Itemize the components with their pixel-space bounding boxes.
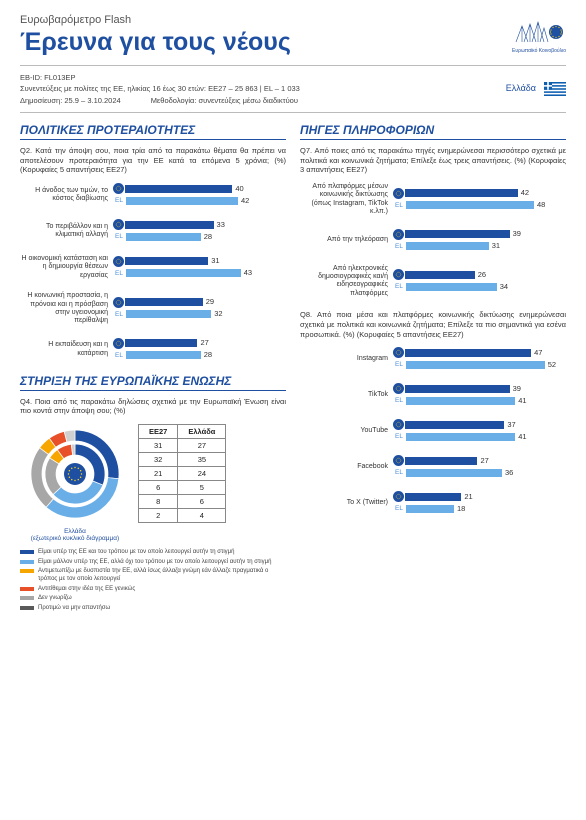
- el-tag: EL: [112, 311, 126, 318]
- q7-text: Q7. Από ποιες από τις παρακάτω πηγές ενη…: [300, 146, 566, 175]
- bar-item: Το X (Twitter) 21 EL 18: [300, 491, 566, 515]
- meta-id: EB-ID: FL013EP: [20, 72, 506, 83]
- table-row: 2124: [139, 467, 226, 481]
- flash-label: Ευρωβαρόμετρο Flash: [20, 14, 512, 26]
- el-tag: EL: [392, 202, 406, 209]
- el-tag: EL: [112, 233, 126, 240]
- legend-item: Αντιμετωπίζω με δυσπιστία την ΕΕ, αλλά ί…: [20, 567, 286, 584]
- bar-item: TikTok 39 EL 41: [300, 383, 566, 407]
- bar-item: Η άνοδος των τιμών, το κόστος διαβίωσης …: [20, 183, 286, 207]
- table-row: 65: [139, 481, 226, 495]
- logo-text: Ευρωπαϊκό Κοινοβούλιο: [512, 48, 566, 54]
- eu-icon: [393, 269, 404, 280]
- greece-flag-icon: [544, 82, 566, 96]
- q2-bar-chart: Η άνοδος των τιμών, το κόστος διαβίωσης …: [20, 183, 286, 362]
- bar-item: Instagram 47 EL 52: [300, 347, 566, 371]
- bar-item: Η εκπαίδευση και η κατάρτιση 27 EL 28: [20, 338, 286, 362]
- bar-label: Η εκπαίδευση και η κατάρτιση: [20, 341, 112, 358]
- ep-logo: Ευρωπαϊκό Κοινοβούλιο: [512, 14, 566, 54]
- legend-item: Προτιμώ να μην απαντήσω: [20, 604, 286, 612]
- eu-icon: [393, 347, 404, 358]
- bar-label: Από πλατφόρμες μέσων κοινωνικής δικτύωση…: [300, 183, 392, 217]
- table-row: 3127: [139, 439, 226, 453]
- bar-item: Η κοινωνική προστασία, η πρόνοια και η π…: [20, 292, 286, 326]
- eu-icon: [113, 297, 124, 308]
- eu-icon: [393, 491, 404, 502]
- el-tag: EL: [112, 197, 126, 204]
- legend-item: Δεν γνωρίζω: [20, 594, 286, 602]
- q2-text: Q2. Κατά την άποψη σου, ποια τρία από τα…: [20, 146, 286, 175]
- bar-item: Από την τηλεόραση 39 EL 31: [300, 229, 566, 253]
- eu-icon: [113, 256, 124, 267]
- eu-icon: [393, 419, 404, 430]
- bar-label: Από την τηλεόραση: [300, 236, 392, 244]
- q8-text: Q8. Από ποια μέσα και πλατφόρμες κοινωνι…: [300, 310, 566, 339]
- meta-block: EB-ID: FL013EP Συνεντεύξεις με πολίτες τ…: [20, 72, 566, 106]
- bar-item: YouTube 37 EL 41: [300, 419, 566, 443]
- section-title-priorities: ΠΟΛΙΤΙΚΕΣ ΠΡΟΤΕΡΑΙΟΤΗΤΕΣ: [20, 123, 286, 140]
- bar-item: Η οικονομική κατάσταση και η δημιουργία …: [20, 255, 286, 280]
- header: Ευρωβαρόμετρο Flash Έρευνα για τους νέου…: [20, 14, 566, 57]
- bar-label: Το περιβάλλον και η κλιματική αλλαγή: [20, 223, 112, 240]
- el-tag: EL: [392, 469, 406, 476]
- bar-label: Η οικονομική κατάσταση και η δημιουργία …: [20, 255, 112, 280]
- bar-label: Το X (Twitter): [300, 499, 392, 507]
- el-tag: EL: [392, 361, 406, 368]
- table-row: 86: [139, 495, 226, 509]
- bar-label: Η άνοδος των τιμών, το κόστος διαβίωσης: [20, 187, 112, 204]
- eu-icon: [393, 455, 404, 466]
- el-tag: EL: [392, 243, 406, 250]
- eu-icon: [113, 219, 124, 230]
- eu-icon: [393, 188, 404, 199]
- legend-item: Είμαι μάλλον υπέρ της ΕΕ, αλλά όχι του τ…: [20, 558, 286, 566]
- eu-icon: [393, 383, 404, 394]
- bar-label: YouTube: [300, 427, 392, 435]
- q7-bar-chart: Από πλατφόρμες μέσων κοινωνικής δικτύωση…: [300, 183, 566, 298]
- bar-item: Από ηλεκτρονικές δημοσιογραφικές και/ή ε…: [300, 265, 566, 299]
- bar-label: Από ηλεκτρονικές δημοσιογραφικές και/ή ε…: [300, 265, 392, 299]
- q4-text: Q4. Ποια από τις παρακάτω δηλώσεις σχετι…: [20, 397, 286, 417]
- legend-item: Αντιτίθεμαι στην ιδέα της ΕΕ γενικώς: [20, 585, 286, 593]
- bar-item: Το περιβάλλον και η κλιματική αλλαγή 33 …: [20, 219, 286, 243]
- el-tag: EL: [392, 505, 406, 512]
- section-title-sources: ΠΗΓΕΣ ΠΛΗΡΟΦΟΡΙΩΝ: [300, 123, 566, 140]
- bar-label: Instagram: [300, 355, 392, 363]
- bar-label: Η κοινωνική προστασία, η πρόνοια και η π…: [20, 292, 112, 326]
- bar-item: Facebook 27 EL 36: [300, 455, 566, 479]
- section-title-support: ΣΤΗΡΙΞΗ ΤΗΣ ΕΥΡΩΠΑΪΚΗΣ ΕΝΩΣΗΣ: [20, 374, 286, 391]
- el-tag: EL: [112, 270, 126, 277]
- el-tag: EL: [392, 433, 406, 440]
- meta-date: Δημοσίευση: 25.9 – 3.10.2024: [20, 95, 121, 106]
- q4-legend: Είμαι υπέρ της ΕΕ και του τρόπου με τον …: [20, 548, 286, 612]
- eu-icon: [393, 229, 404, 240]
- eu-icon: [113, 183, 124, 194]
- meta-method: Μεθοδολογία: συνεντεύξεις μέσω διαδικτύο…: [151, 95, 298, 106]
- q4-table: EE27Ελλάδα 312732352124658624: [138, 424, 226, 523]
- q8-bar-chart: Instagram 47 EL 52 TikTok: [300, 347, 566, 515]
- bar-item: Από πλατφόρμες μέσων κοινωνικής δικτύωση…: [300, 183, 566, 217]
- el-tag: EL: [112, 352, 126, 359]
- table-row: 3235: [139, 453, 226, 467]
- country-label: Ελλάδα: [506, 82, 544, 96]
- q4-donut-chart: Ελλάδα(εξωτερικό κυκλικό διάγραμμα): [20, 424, 130, 542]
- meta-line2: Συνεντεύξεις με πολίτες της ΕΕ, ηλικίας …: [20, 83, 506, 94]
- el-tag: EL: [392, 397, 406, 404]
- legend-item: Είμαι υπέρ της ΕΕ και του τρόπου με τον …: [20, 548, 286, 556]
- bar-label: TikTok: [300, 391, 392, 399]
- page-title: Έρευνα για τους νέους: [20, 28, 512, 57]
- bar-label: Facebook: [300, 463, 392, 471]
- eu-icon: [113, 338, 124, 349]
- table-row: 24: [139, 509, 226, 523]
- el-tag: EL: [392, 283, 406, 290]
